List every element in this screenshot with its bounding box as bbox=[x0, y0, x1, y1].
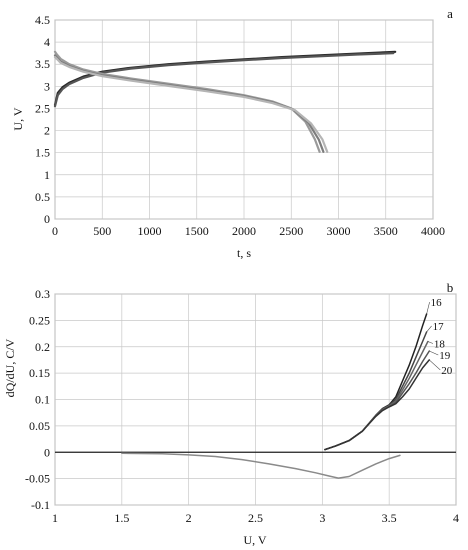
tick-labels-a: 0 0.5 1 1.5 2 2.5 3 3.5 4 4.5 0 500 1000 1500 2000 2500… bbox=[35, 13, 445, 238]
x-tick-label: 2 bbox=[186, 511, 192, 525]
y-tick-label: 0.25 bbox=[29, 313, 50, 327]
series-group-b bbox=[121, 313, 431, 479]
y-tick-label: 0.05 bbox=[29, 419, 50, 433]
y-tick-label: 4.5 bbox=[35, 13, 50, 27]
y-tick-label: 0.2 bbox=[35, 340, 50, 354]
tick-labels-b: -0.1 -0.05 0 0.05 0.1 0.15 0.2 0.25 0.3 1 1.5 2 2.5 3… bbox=[25, 287, 459, 525]
y-tick-label: 4 bbox=[44, 35, 50, 49]
y-tick-label: -0.05 bbox=[25, 472, 50, 486]
gridlines-b bbox=[54, 293, 457, 506]
series-label-leader bbox=[427, 341, 434, 344]
x-tick-label: 2500 bbox=[279, 224, 303, 238]
panel-letter-b: b bbox=[447, 280, 454, 295]
x-axis-title-a: t, s bbox=[237, 246, 251, 260]
x-axis-title-b: U, V bbox=[243, 533, 266, 547]
x-tick-label: 3.5 bbox=[382, 511, 397, 525]
x-tick-label: 1.5 bbox=[114, 511, 129, 525]
chart-panel-b: -0.1 -0.05 0 0.05 0.1 0.15 0.2 0.25 0.3 1 1.5 2 2.5 3… bbox=[3, 280, 459, 547]
series-label-19: 19 bbox=[439, 350, 451, 362]
x-tick-label: 2000 bbox=[232, 224, 256, 238]
y-tick-label: 0 bbox=[44, 212, 50, 226]
series-label-16: 16 bbox=[431, 297, 443, 309]
x-tick-label: 3500 bbox=[374, 224, 398, 238]
y-tick-label: 0 bbox=[44, 445, 50, 459]
y-tick-label: -0.1 bbox=[31, 498, 50, 512]
chart-panel-a: 0 0.5 1 1.5 2 2.5 3 3.5 4 4.5 0 500 1000 1500 2000 2500… bbox=[11, 6, 453, 260]
y-tick-label: 1 bbox=[44, 168, 50, 182]
series-label-20: 20 bbox=[441, 365, 453, 377]
series-line-charge bbox=[53, 52, 395, 108]
x-tick-label: 0 bbox=[52, 224, 58, 238]
series-label-leader bbox=[426, 325, 432, 333]
x-tick-label: 4 bbox=[453, 511, 459, 525]
series-line-20 bbox=[324, 359, 431, 451]
y-tick-label: 2.5 bbox=[35, 101, 50, 115]
x-tick-label: 1000 bbox=[138, 224, 162, 238]
y-tick-label: 2 bbox=[44, 124, 50, 138]
x-tick-label: 4000 bbox=[421, 224, 445, 238]
x-tick-label: 1500 bbox=[185, 224, 209, 238]
series-label-18: 18 bbox=[434, 338, 446, 350]
series-group-a bbox=[53, 50, 397, 153]
x-tick-label: 1 bbox=[52, 511, 58, 525]
y-tick-label: 0.15 bbox=[29, 366, 50, 380]
series-label-leader bbox=[426, 301, 430, 315]
y-axis-title-b: dQ/dU, C/V bbox=[3, 338, 17, 397]
x-tick-label: 2.5 bbox=[248, 511, 263, 525]
x-tick-label: 3000 bbox=[327, 224, 351, 238]
y-tick-label: 3.5 bbox=[35, 57, 50, 71]
x-tick-label: 500 bbox=[93, 224, 111, 238]
series-line-discharge bbox=[53, 55, 329, 153]
x-tick-label: 3 bbox=[319, 511, 325, 525]
y-tick-label: 0.1 bbox=[35, 393, 50, 407]
series-label-17: 17 bbox=[433, 321, 445, 333]
series-label-leader bbox=[429, 350, 439, 356]
y-tick-label: 1.5 bbox=[35, 146, 50, 160]
y-tick-label: 0.3 bbox=[35, 287, 50, 301]
y-tick-label: 3 bbox=[44, 79, 50, 93]
series-line-reduction bbox=[121, 452, 401, 479]
y-axis-title-a: U, V bbox=[11, 107, 25, 130]
gridlines-a bbox=[54, 19, 434, 220]
y-tick-label: 0.5 bbox=[35, 190, 50, 204]
panel-letter-a: a bbox=[447, 6, 453, 21]
series-label-leader bbox=[429, 359, 441, 371]
